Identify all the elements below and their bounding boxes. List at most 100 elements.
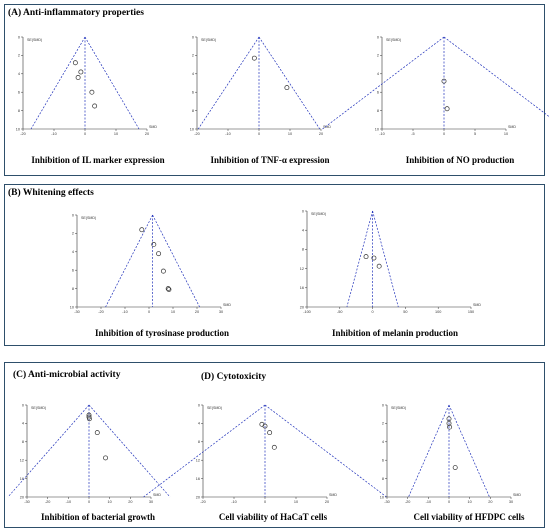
y-tick-label: 16 [300,286,304,290]
y-tick-label: 8 [198,440,200,444]
x-tick-label: 0 [448,500,450,504]
y-tick-label: 8 [18,109,20,113]
study-point [441,78,447,84]
x-tick-label: 10 [114,132,118,136]
y-tick-label: 2 [18,54,20,58]
caption-bacterial: Inhibition of bacterial growth [40,512,156,522]
y-tick-label: 16 [20,477,24,481]
y-tick-label: 10 [375,127,379,131]
x-tick-label: -20 [45,500,51,504]
study-point [452,465,458,471]
y-axis-label: SE(SMD) [311,212,326,216]
x-tick-label: -30 [384,500,390,504]
x-tick-label: -10 [66,500,72,504]
y-tick-label: 6 [72,269,74,273]
funnel-right-limit [443,36,550,118]
y-tick-label: 4 [302,229,304,233]
x-tick-label: -20 [20,132,26,136]
x-tick-label: 10 [504,132,508,136]
y-tick-label: 4 [192,72,194,76]
study-point [72,60,78,66]
y-tick-label: 2 [192,54,194,58]
y-tick-label: 0 [72,213,74,217]
x-tick-label: 10 [294,500,298,504]
funnel-right-limit [152,214,200,308]
x-axis-label: SMD [513,493,521,497]
x-tick-label: -100 [303,310,311,314]
y-tick-label: 4 [22,422,24,426]
y-axis-label: SE(SMD) [81,216,96,220]
x-axis-label: SMD [149,125,157,129]
x-axis-label: SMD [223,303,231,307]
x-tick-label: 10 [108,500,112,504]
study-point [446,416,452,422]
x-tick-label: 0 [372,310,374,314]
x-tick-label: 20 [128,500,132,504]
funnel-left-limit [346,210,373,308]
x-tick-label: 20 [319,132,323,136]
x-tick-label: -20 [98,310,104,314]
y-tick-label: 2 [382,422,384,426]
study-point [160,268,166,274]
study-point [103,455,108,461]
y-tick-label: 4 [198,422,200,426]
study-point [92,103,98,109]
caption-no: Inhibition of NO production [405,155,515,165]
y-tick-label: 0 [302,209,304,213]
panel-whitening: (B) Whitening effects SE(SMD) SMD 0 2 4 6 8 10-… [4,184,545,346]
study-point [262,423,268,429]
y-tick-label: 6 [377,91,379,95]
y-tick-label: 8 [192,109,194,113]
y-tick-label: 6 [192,91,194,95]
caption-tnf: Inhibition of TNF-α expression [210,155,330,165]
x-tick-label: 20 [488,500,492,504]
y-axis-label: SE(SMD) [207,406,222,410]
x-tick-label: -10 [379,132,385,136]
funnel-right-limit [264,404,387,498]
y-tick-label: 12 [20,459,24,463]
study-point [259,421,265,427]
x-tick-label: -20 [405,500,411,504]
panel-anti-inflammatory: (A) Anti-inflammatory properties SE(SMD)… [4,4,550,176]
caption-il: Inhibition of IL marker expression [31,155,165,165]
x-tick-label: 30 [509,500,513,504]
study-point [139,227,145,233]
study-point [166,287,172,292]
x-tick-label: -10 [426,500,432,504]
funnel-right-limit [448,404,490,498]
x-tick-label: 0 [148,310,150,314]
y-tick-label: 0 [192,35,194,39]
panel-title-d: (D) Cytotoxicity [201,372,267,382]
y-tick-label: 4 [377,72,379,76]
x-tick-label: 20 [325,500,329,504]
y-tick-label: 6 [18,91,20,95]
x-tick-label: 100 [435,310,441,314]
funnel-left-limit [143,404,266,498]
y-tick-label: 8 [22,440,24,444]
y-tick-label: 8 [72,287,74,291]
study-point [271,444,277,450]
funnel-left-limit [30,36,86,130]
y-tick-label: 0 [377,35,379,39]
x-tick-label: 20 [145,132,149,136]
x-axis-label: SMD [323,125,331,129]
y-tick-label: 0 [18,35,20,39]
study-point [444,106,450,112]
funnel-right-limit [372,210,399,308]
caption-hfdpc: Cell viability of HFDPC cells [413,512,525,522]
x-axis-label: SMD [329,493,337,497]
study-point [89,89,95,95]
x-tick-label: 0 [443,132,445,136]
y-tick-label: 0 [382,403,384,407]
study-point [165,286,171,292]
funnel-left-limit [408,404,450,498]
study-point [267,430,273,436]
y-tick-label: 4 [382,440,384,444]
funnel-plot-melanin: SE(SMD) SMD 0 4 8 12 16 20-100 -50 0 50 100 150 [300,209,482,314]
x-tick-label: 10 [171,310,175,314]
study-point [86,412,92,418]
study-point [78,69,84,75]
